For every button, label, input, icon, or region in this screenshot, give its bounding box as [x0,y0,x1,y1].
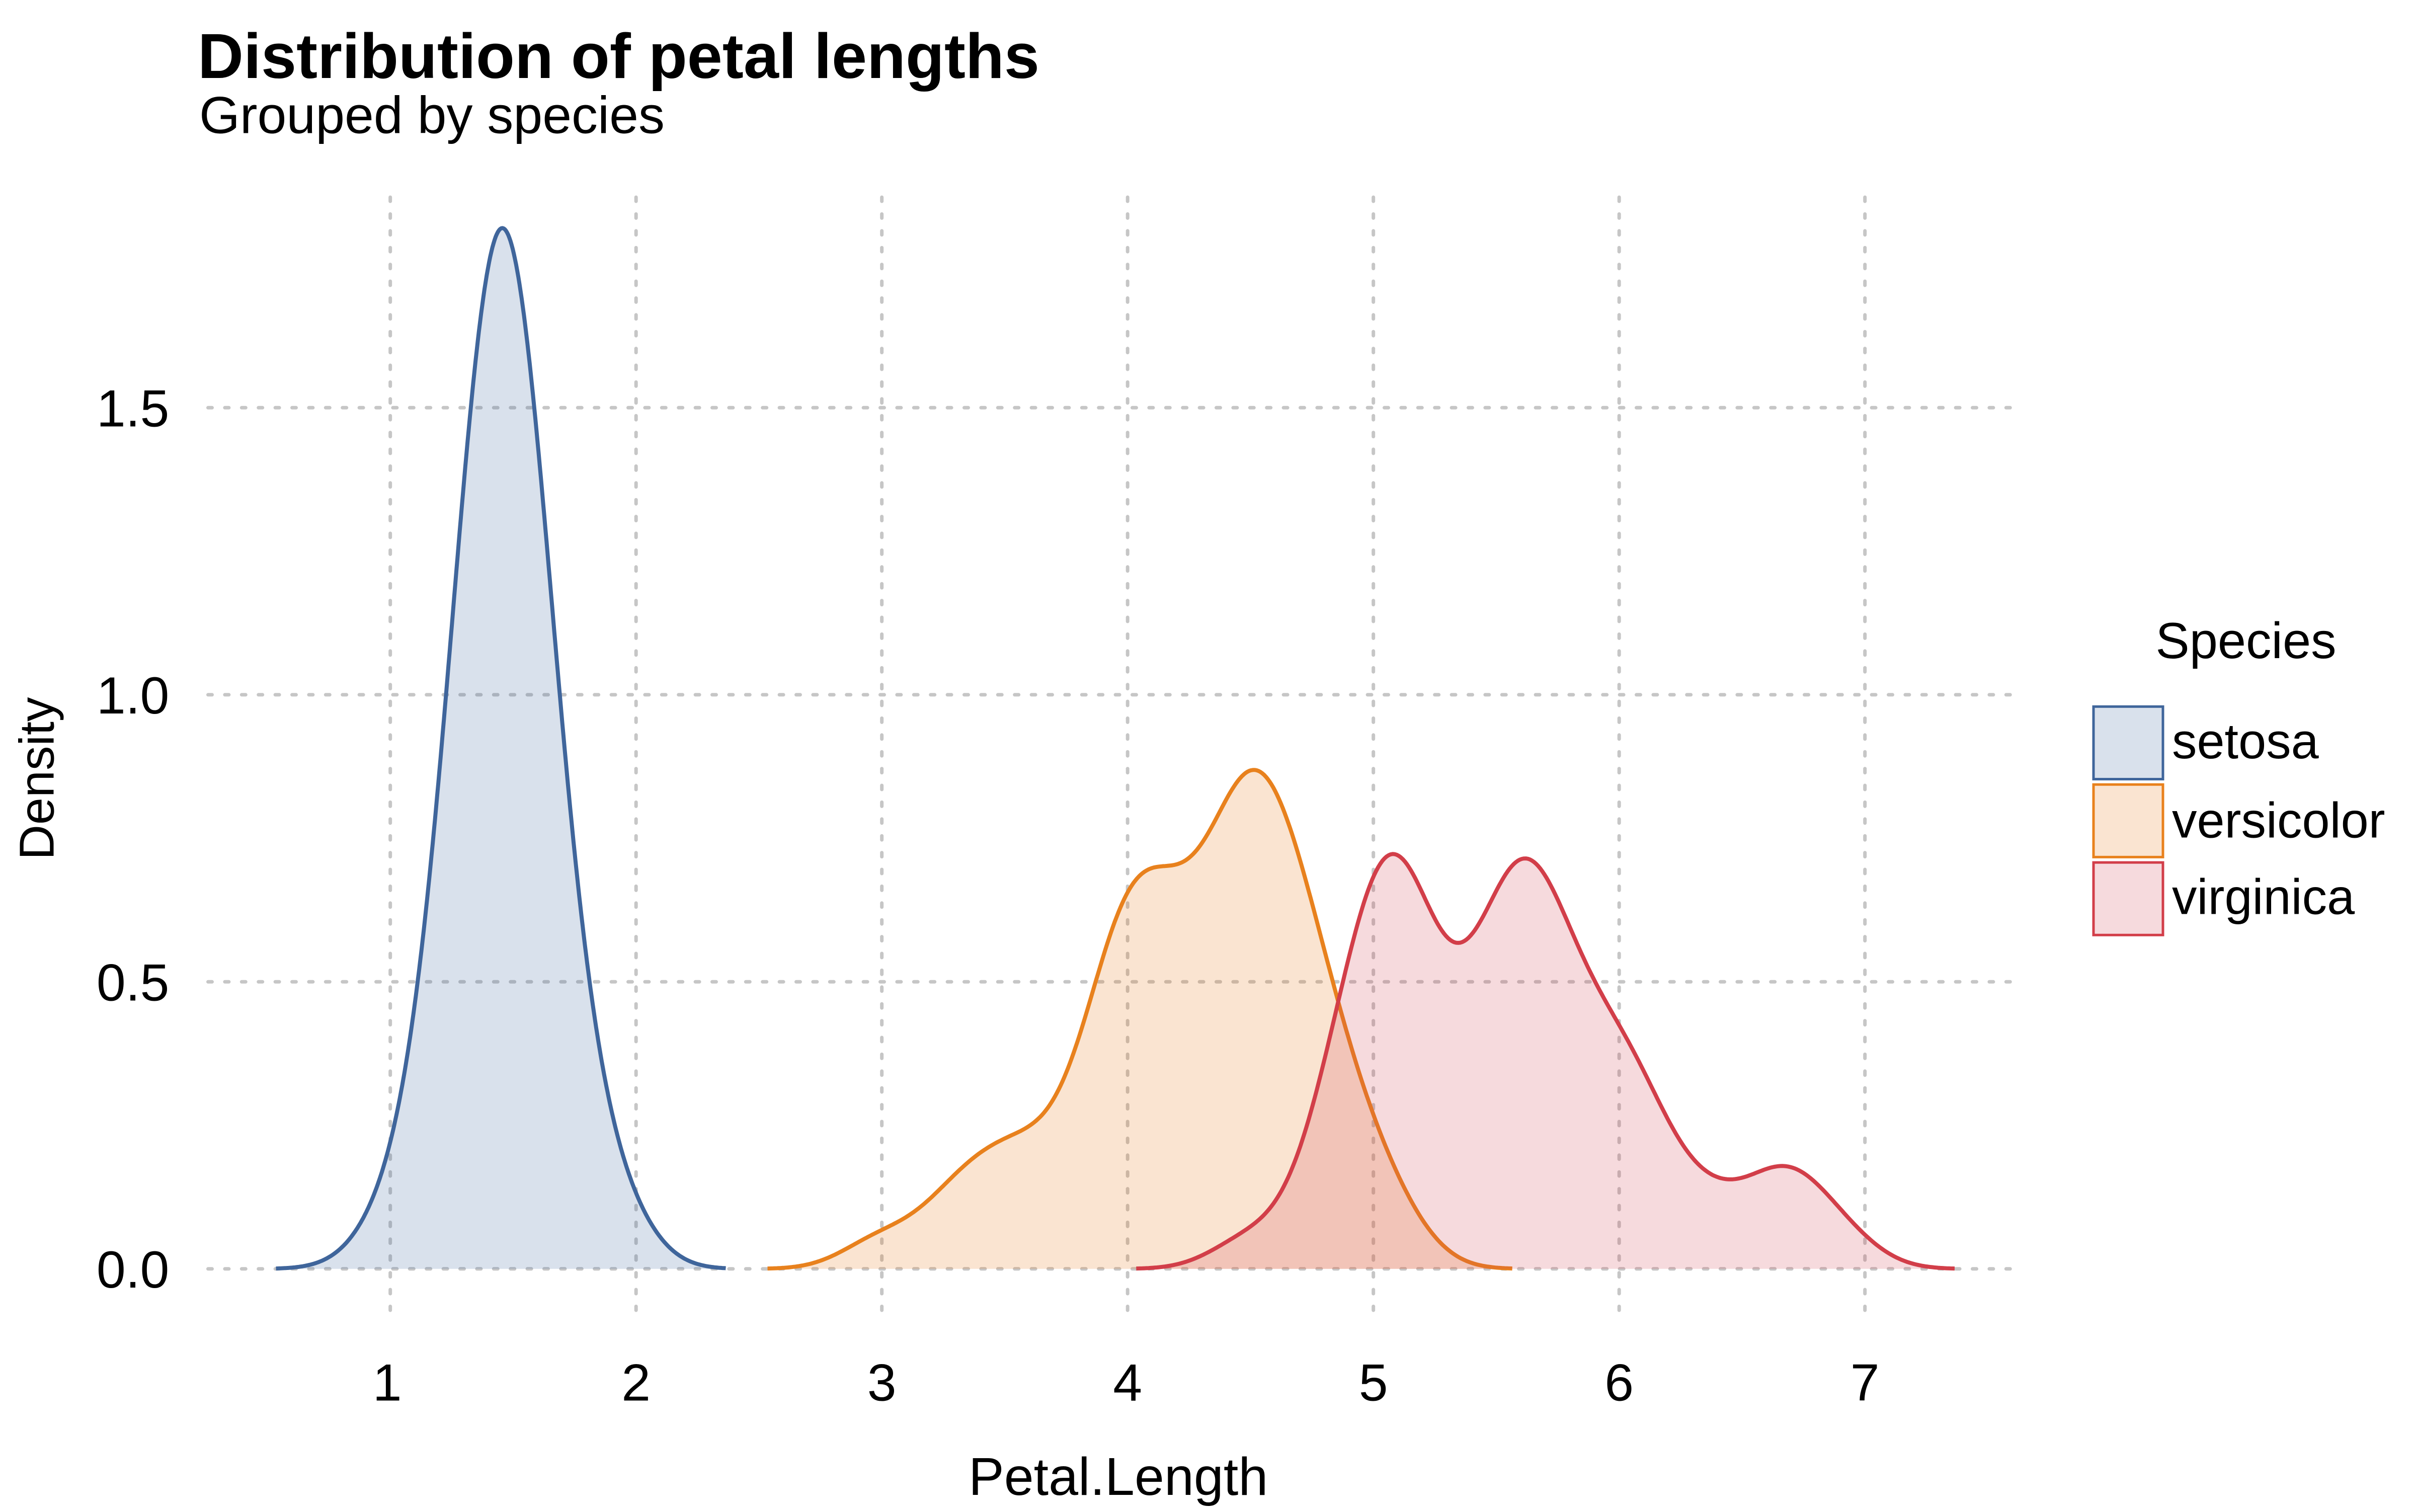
svg-text:Grouped by species: Grouped by species [199,87,665,145]
svg-text:1: 1 [373,1354,402,1412]
svg-text:6: 6 [1604,1354,1634,1412]
svg-text:Distribution of petal lengths: Distribution of petal lengths [198,21,1039,92]
svg-text:5: 5 [1359,1354,1388,1412]
svg-text:0.0: 0.0 [97,1241,170,1299]
svg-text:4: 4 [1113,1354,1142,1412]
svg-text:3: 3 [867,1354,897,1412]
svg-text:setosa: setosa [2172,713,2319,769]
svg-text:Density: Density [10,697,64,860]
svg-text:1.0: 1.0 [97,667,170,725]
svg-text:Petal.Length: Petal.Length [969,1447,1268,1506]
svg-text:virginica: virginica [2172,869,2355,925]
svg-text:1.5: 1.5 [97,380,170,438]
svg-text:2: 2 [621,1354,651,1412]
svg-text:versicolor: versicolor [2172,792,2385,848]
svg-text:7: 7 [1850,1354,1880,1412]
svg-text:0.5: 0.5 [97,954,170,1012]
svg-text:Species: Species [2155,613,2336,669]
